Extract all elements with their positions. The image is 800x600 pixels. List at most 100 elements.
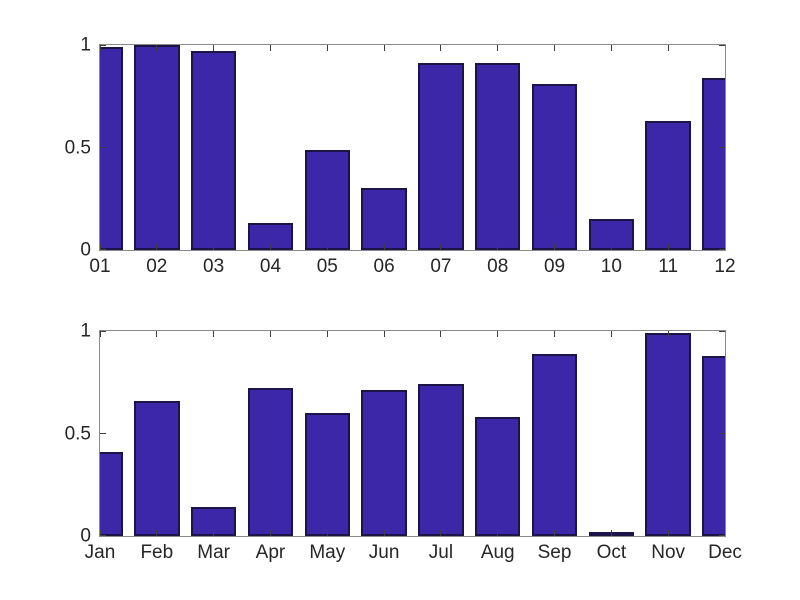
x-tick-mark xyxy=(497,45,499,51)
x-tick-mark xyxy=(667,244,669,250)
bar-02 xyxy=(134,45,180,250)
x-tick-mark xyxy=(383,331,385,337)
y-tick-mark xyxy=(719,433,725,434)
x-tick-mark xyxy=(100,244,101,250)
bar-07 xyxy=(418,63,464,250)
bar-09 xyxy=(531,84,578,250)
x-tick-mark xyxy=(497,331,499,337)
x-tick-mark xyxy=(610,530,612,536)
x-tick-mark xyxy=(497,530,499,536)
bar-Sep xyxy=(531,354,578,536)
x-tick-label: Feb xyxy=(140,542,174,563)
bar-Nov xyxy=(645,333,691,536)
x-tick-mark xyxy=(554,45,556,51)
bar-01 xyxy=(100,47,123,250)
bar-Jul xyxy=(418,384,464,536)
x-tick-label: Apr xyxy=(255,542,286,563)
bottom-plot-area xyxy=(100,331,725,536)
x-tick-label: 11 xyxy=(658,256,679,277)
bar-08 xyxy=(475,63,521,250)
x-tick-label: 10 xyxy=(600,256,622,277)
bar-03 xyxy=(190,51,237,250)
x-tick-mark xyxy=(724,45,725,51)
bar-Aug xyxy=(475,417,521,536)
bottom-subplot-axes: Jan Feb Mar Apr May Jun Jul Aug Sep Oct Nov Dec 0 0.… xyxy=(65,322,742,563)
x-tick-mark xyxy=(269,530,271,536)
x-tick-label: Aug xyxy=(480,542,515,563)
x-tick-label: 03 xyxy=(203,256,225,277)
y-tick-mark xyxy=(100,147,106,148)
y-tick-mark xyxy=(100,45,106,46)
x-tick-mark xyxy=(554,331,556,337)
y-tick-label: 0 xyxy=(80,525,91,547)
x-tick-mark xyxy=(213,530,215,536)
bar-06 xyxy=(361,188,407,250)
y-tick-label: 0.5 xyxy=(64,137,91,158)
x-tick-mark xyxy=(100,331,101,337)
y-tick-label: 1 xyxy=(80,320,91,342)
y-tick-mark xyxy=(100,249,106,250)
y-tick-label: 0 xyxy=(80,239,91,261)
bar-Jan xyxy=(100,452,123,536)
x-tick-label: 05 xyxy=(316,256,338,277)
y-tick-mark xyxy=(719,45,725,46)
top-y-axis-labels: 0 0.5 1 xyxy=(31,36,91,260)
x-tick-mark xyxy=(610,331,612,337)
x-tick-mark xyxy=(269,45,271,51)
bar-Apr xyxy=(247,388,294,536)
x-tick-label: 06 xyxy=(373,256,395,277)
x-tick-label: Sep xyxy=(537,542,572,563)
bar-Dec xyxy=(702,356,725,536)
x-tick-mark xyxy=(383,45,385,51)
bar-05 xyxy=(304,150,350,250)
x-tick-mark xyxy=(497,244,499,250)
x-tick-mark xyxy=(554,244,556,250)
x-tick-label: 02 xyxy=(146,256,168,277)
bottom-y-axis-labels: 0 0.5 1 xyxy=(31,322,91,546)
x-tick-label: Dec xyxy=(708,542,742,563)
y-tick-label: 0.5 xyxy=(64,423,91,444)
x-tick-mark xyxy=(724,331,725,337)
x-tick-mark xyxy=(326,530,328,536)
x-tick-label: 01 xyxy=(89,256,111,277)
x-tick-mark xyxy=(213,244,215,250)
x-tick-label: 09 xyxy=(543,256,566,277)
y-tick-mark xyxy=(100,433,106,434)
x-tick-mark xyxy=(156,45,158,51)
x-tick-mark xyxy=(269,331,271,337)
x-tick-mark xyxy=(326,45,328,51)
bar-May xyxy=(304,413,350,536)
x-tick-mark xyxy=(156,331,158,337)
x-tick-mark xyxy=(100,530,101,536)
x-tick-mark xyxy=(440,530,442,536)
x-tick-label: Mar xyxy=(197,542,230,563)
x-tick-label: Oct xyxy=(596,542,627,563)
bar-11 xyxy=(645,121,691,250)
x-tick-mark xyxy=(213,331,215,337)
top-x-axis-labels: 01 02 03 04 05 06 07 08 09 10 11 12 xyxy=(89,256,735,279)
x-tick-label: 12 xyxy=(714,256,736,277)
y-tick-mark xyxy=(719,147,725,148)
y-tick-label: 1 xyxy=(80,34,91,56)
x-tick-mark xyxy=(667,530,669,536)
x-tick-mark xyxy=(610,244,612,250)
x-tick-mark xyxy=(326,244,328,250)
y-tick-mark xyxy=(100,535,106,536)
y-tick-mark xyxy=(100,331,106,332)
y-tick-mark xyxy=(719,331,725,332)
x-tick-mark xyxy=(156,530,158,536)
x-tick-mark xyxy=(156,244,158,250)
y-tick-mark xyxy=(719,535,725,536)
bottom-x-axis-labels: Jan Feb Mar Apr May Jun Jul Aug Sep Oct Nov Dec xyxy=(85,542,742,565)
x-tick-label: Nov xyxy=(651,542,686,563)
x-tick-label: 07 xyxy=(430,256,452,277)
x-tick-mark xyxy=(724,244,725,250)
x-tick-mark xyxy=(554,530,556,536)
top-plot-area xyxy=(100,45,725,250)
x-tick-mark xyxy=(440,244,442,250)
top-subplot-axes: 01 02 03 04 05 06 07 08 09 10 11 12 0 0.5 1 xyxy=(65,36,736,277)
x-tick-mark xyxy=(269,244,271,250)
x-tick-label: May xyxy=(309,542,346,563)
bar-12 xyxy=(702,78,725,250)
